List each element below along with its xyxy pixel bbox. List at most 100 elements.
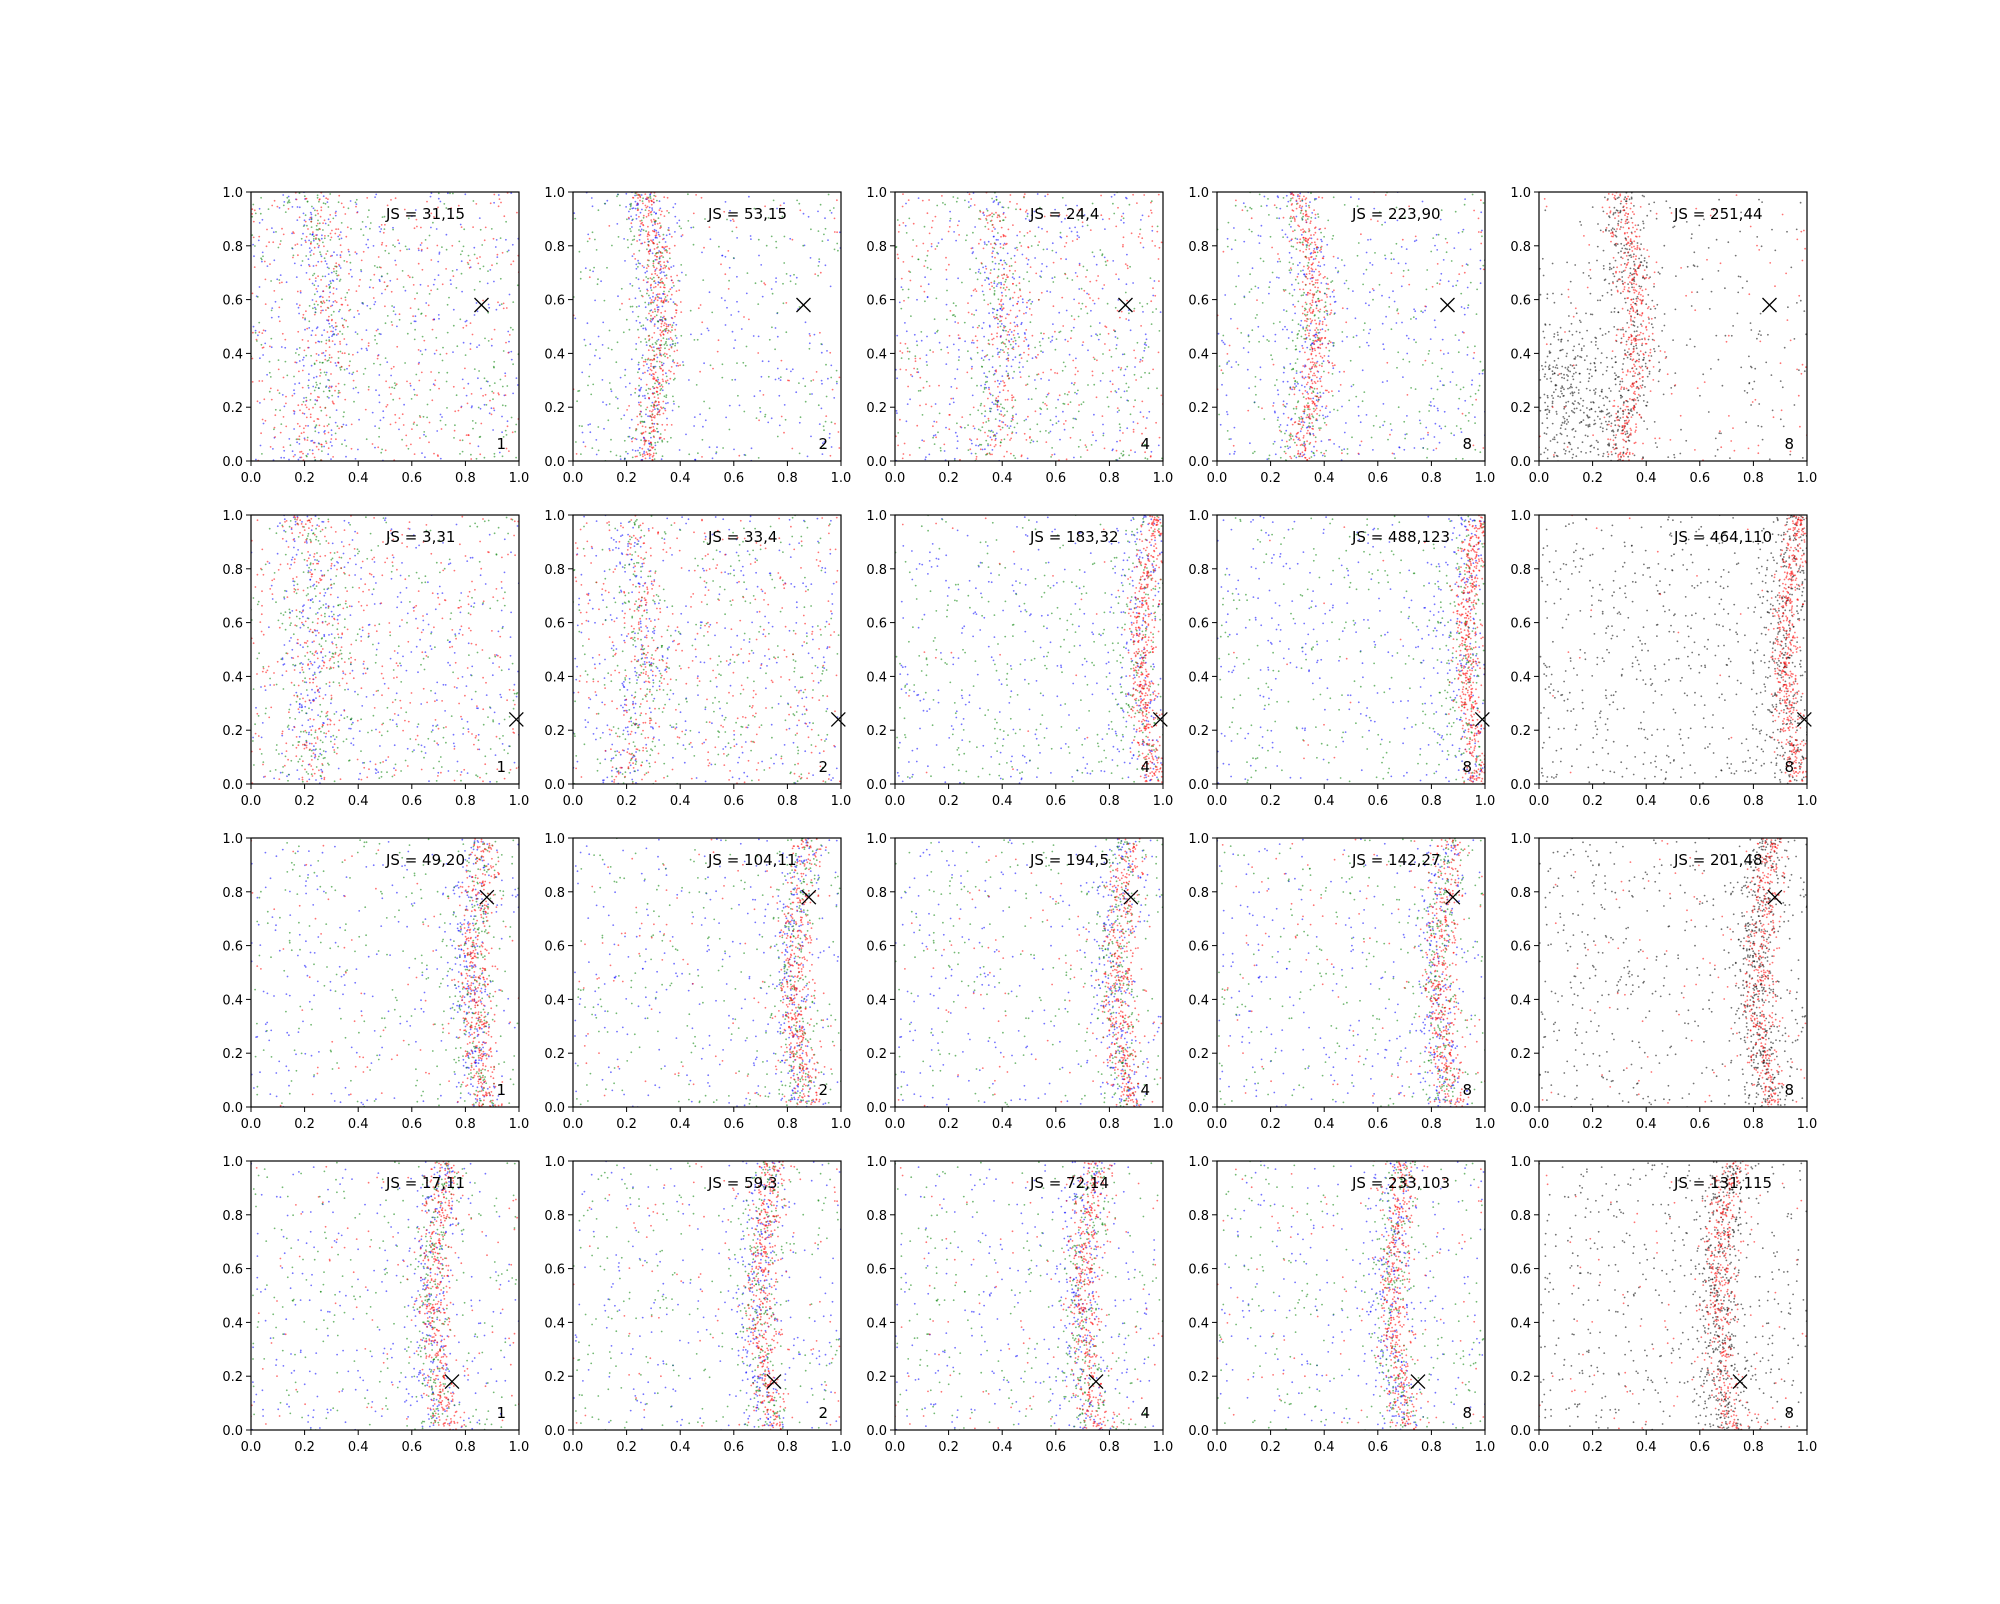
scatter-point-green xyxy=(1014,337,1016,339)
scatter-point-green xyxy=(983,299,985,301)
scatter-point-blue xyxy=(660,266,662,268)
scatter-point-red xyxy=(968,312,970,314)
scatter-point-blue xyxy=(753,335,755,337)
scatter-point-blue xyxy=(729,405,731,407)
scatter-point-blue xyxy=(1140,411,1142,413)
scatter-point-green xyxy=(633,239,635,241)
scatter-point-red xyxy=(1015,317,1017,319)
scatter-point-blue xyxy=(440,414,442,416)
scatter-point-green xyxy=(1080,456,1082,458)
scatter-point-green xyxy=(1432,237,1434,239)
scatter-point-red xyxy=(297,243,299,245)
scatter-point-red xyxy=(347,304,349,306)
scatter-point-green xyxy=(774,348,776,350)
scatter-point-blue xyxy=(492,429,494,431)
scatter-point-red xyxy=(1054,331,1056,333)
scatter-point-red xyxy=(317,213,319,215)
scatter-point-blue xyxy=(294,383,296,385)
scatter-point-blue xyxy=(389,280,391,282)
scatter-point-red xyxy=(993,316,995,318)
scatter-point-green xyxy=(493,361,495,363)
scatter-point-green xyxy=(1115,348,1117,350)
scatter-point-red xyxy=(1311,281,1313,283)
scatter-point-blue xyxy=(636,218,638,220)
scatter-point-red xyxy=(1133,431,1135,433)
scatter-point-green xyxy=(480,229,482,231)
scatter-point-blue xyxy=(1123,375,1125,377)
scatter-point-red xyxy=(788,380,790,382)
scatter-point-blue xyxy=(972,326,974,328)
scatter-point-green xyxy=(952,196,954,198)
scatter-point-green xyxy=(1065,366,1067,368)
scatter-point-red xyxy=(670,276,672,278)
scatter-point-blue xyxy=(995,263,997,265)
x-tick-label: 0.2 xyxy=(938,471,959,486)
scatter-point-red xyxy=(335,322,337,324)
scatter-point-green xyxy=(1099,249,1101,251)
scatter-point-green xyxy=(1388,306,1390,308)
scatter-point-blue xyxy=(589,343,591,345)
scatter-point-green xyxy=(1276,207,1278,209)
scatter-point-red xyxy=(661,278,663,280)
scatter-point-red xyxy=(650,441,652,443)
scatter-point-red xyxy=(671,326,673,328)
scatter-point-green xyxy=(481,244,483,246)
scatter-point-green xyxy=(420,313,422,315)
scatter-point-red xyxy=(984,432,986,434)
scatter-point-blue xyxy=(1278,277,1280,279)
scatter-point-green xyxy=(914,355,916,357)
scatter-point-green xyxy=(632,437,634,439)
scatter-point-green xyxy=(325,203,327,205)
scatter-point-red xyxy=(341,251,343,253)
scatter-point-green xyxy=(756,417,758,419)
scatter-point-blue xyxy=(926,361,928,363)
scatter-point-green xyxy=(902,289,904,291)
scatter-point-blue xyxy=(308,327,310,329)
scatter-point-blue xyxy=(275,301,277,303)
scatter-point-red xyxy=(992,224,994,226)
scatter-point-red xyxy=(1135,357,1137,359)
scatter-point-green xyxy=(1272,272,1274,274)
scatter-point-red xyxy=(925,403,927,405)
scatter-point-green xyxy=(640,439,642,441)
scatter-point-blue xyxy=(1013,278,1015,280)
scatter-point-green xyxy=(646,341,648,343)
scatter-point-green xyxy=(1139,302,1141,304)
scatter-point-green xyxy=(620,455,622,457)
scatter-point-green xyxy=(448,297,450,299)
scatter-point-red xyxy=(329,214,331,216)
scatter-point-blue xyxy=(1300,320,1302,322)
scatter-point-blue xyxy=(1311,270,1313,272)
scatter-point-blue xyxy=(273,231,275,233)
scatter-point-blue xyxy=(1382,381,1384,383)
scatter-point-green xyxy=(1455,458,1457,460)
scatter-point-green xyxy=(1316,291,1318,293)
scatter-point-green xyxy=(494,382,496,384)
scatter-point-red xyxy=(980,218,982,220)
scatter-point-blue xyxy=(1257,287,1259,289)
scatter-point-green xyxy=(1266,339,1268,341)
scatter-point-blue xyxy=(353,388,355,390)
scatter-point-green xyxy=(1292,435,1294,437)
scatter-point-blue xyxy=(298,459,300,461)
scatter-point-blue xyxy=(1312,398,1314,400)
scatter-point-green xyxy=(1302,219,1304,221)
scatter-point-green xyxy=(305,214,307,216)
scatter-point-red xyxy=(320,310,322,312)
scatter-point-blue xyxy=(657,327,659,329)
scatter-point-green xyxy=(321,446,323,448)
scatter-point-red xyxy=(647,197,649,199)
scatter-point-blue xyxy=(365,244,367,246)
scatter-point-blue xyxy=(316,376,318,378)
scatter-point-red xyxy=(836,199,838,201)
scatter-point-green xyxy=(579,251,581,253)
scatter-point-blue xyxy=(1000,284,1002,286)
scatter-point-red xyxy=(993,338,995,340)
scatter-point-blue xyxy=(1007,253,1009,255)
scatter-point-blue xyxy=(1275,334,1277,336)
scatter-point-green xyxy=(1420,423,1422,425)
scatter-point-red xyxy=(653,406,655,408)
scatter-point-red xyxy=(1001,274,1003,276)
scatter-point-blue xyxy=(655,237,657,239)
scatter-point-red xyxy=(1008,229,1010,231)
